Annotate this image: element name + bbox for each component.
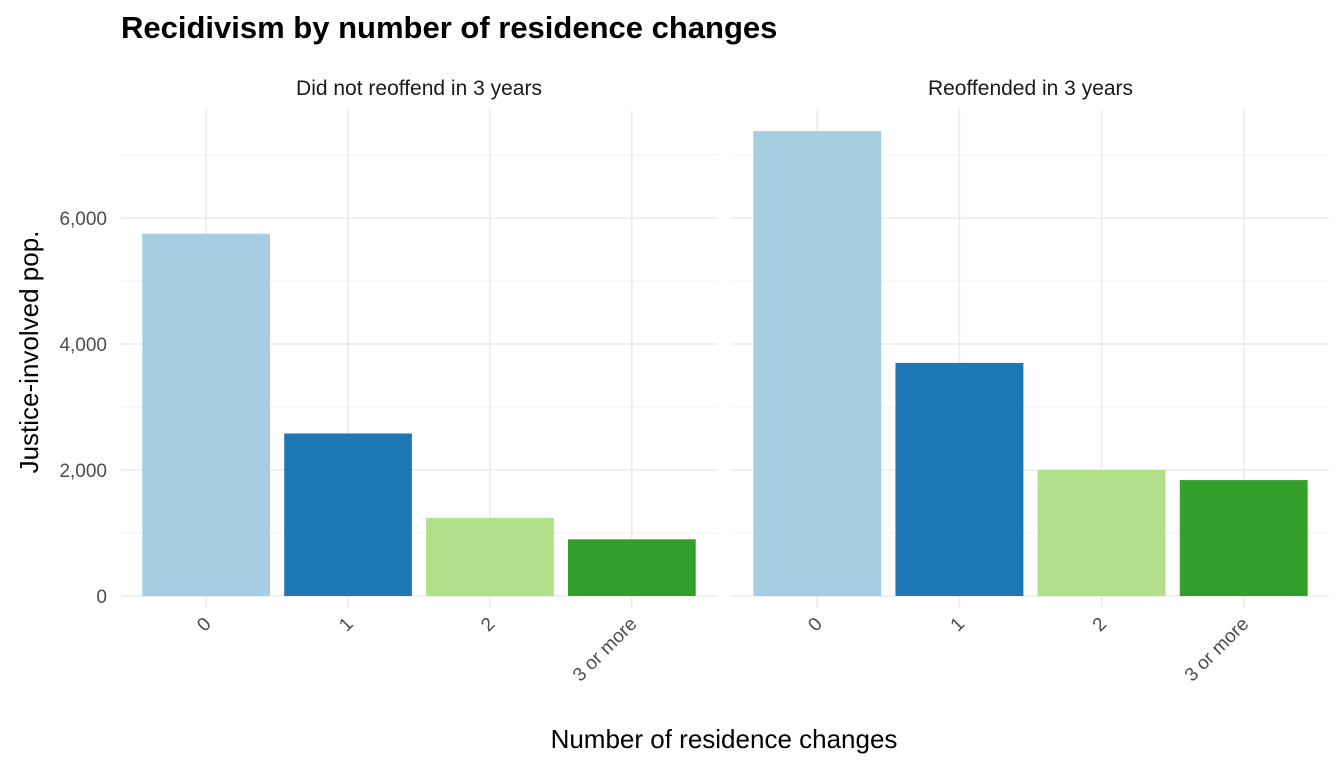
- bar-reoffend-2: [1037, 470, 1166, 596]
- y-tick-label: 2,000: [59, 461, 107, 482]
- x-tick-label: 3 or more: [1181, 614, 1253, 686]
- bar-reoffend-1: [895, 362, 1024, 596]
- bar-no-reoffend-3: [568, 539, 696, 596]
- bar-no-reoffend-2: [426, 517, 554, 596]
- bar-reoffend-3: [1179, 480, 1308, 596]
- x-tick-label: 3 or more: [569, 614, 641, 686]
- chart-title: Recidivism by number of residence change…: [121, 10, 778, 45]
- x-tick-label: 1: [335, 614, 357, 636]
- bar-no-reoffend-1: [284, 433, 412, 596]
- y-axis-title: Justice-involved pop.: [14, 231, 44, 474]
- x-tick-label: 1: [947, 614, 969, 636]
- x-tick-label: 2: [1089, 614, 1111, 636]
- x-axis-title: Number of residence changes: [551, 724, 898, 754]
- x-tick-label: 0: [193, 614, 215, 636]
- bar-no-reoffend-0: [142, 233, 270, 596]
- facet-strip-label: Did not reoffend in 3 years: [296, 77, 542, 100]
- x-tick-label: 0: [804, 614, 826, 636]
- x-tick-label: 2: [477, 614, 499, 636]
- y-tick-label: 6,000: [59, 209, 107, 230]
- bar-reoffend-0: [753, 131, 882, 596]
- facet-strip-label: Reoffended in 3 years: [928, 77, 1133, 100]
- y-tick-label: 0: [96, 587, 107, 608]
- bars: [142, 131, 1308, 596]
- y-tick-label: 4,000: [59, 335, 107, 356]
